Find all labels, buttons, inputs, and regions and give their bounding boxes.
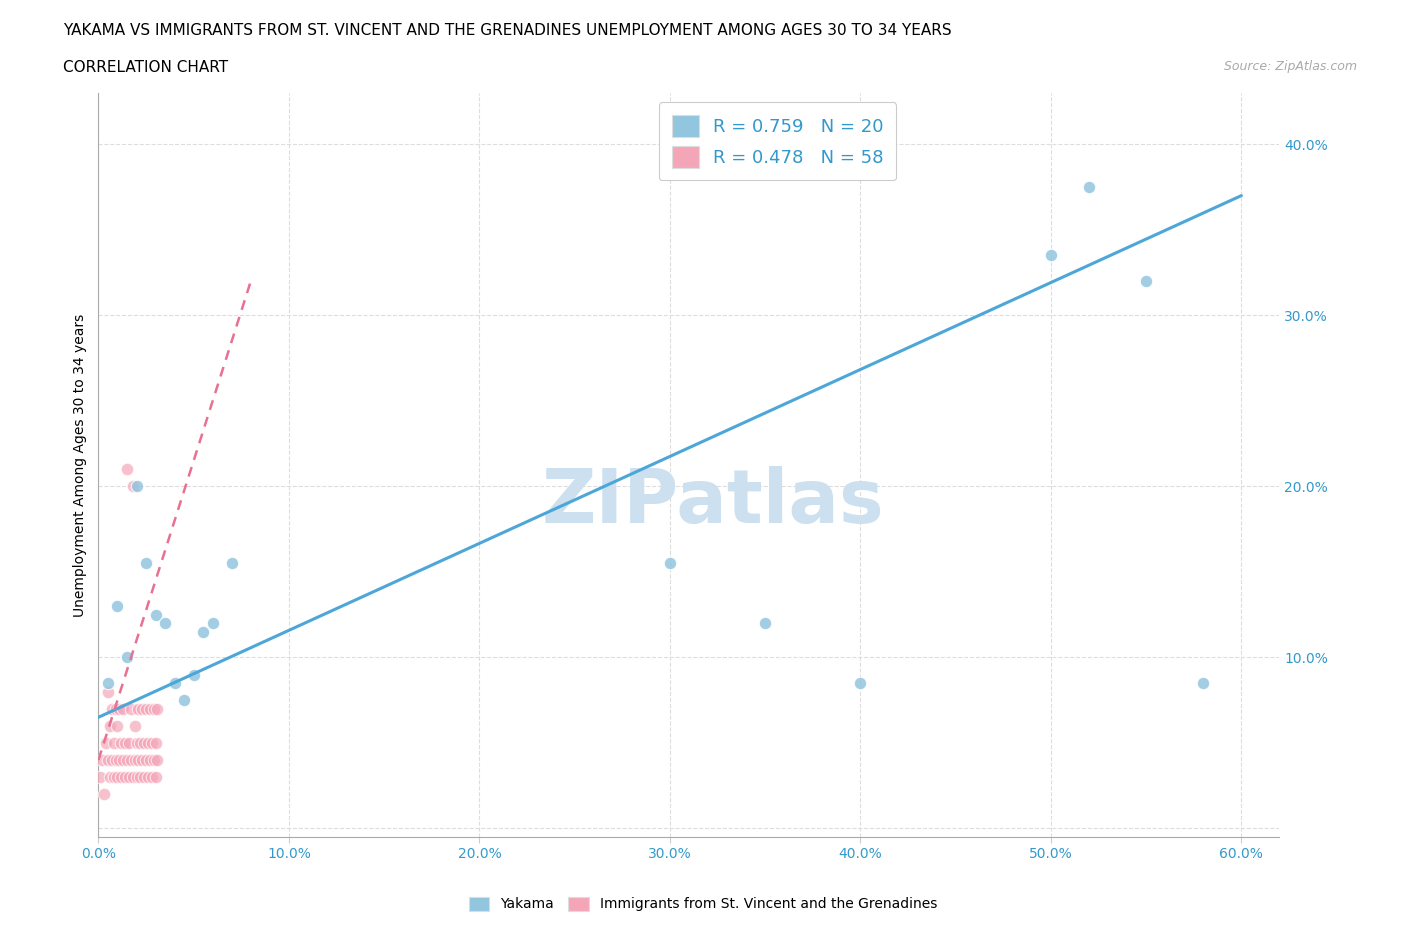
Point [115,462,138,477]
Point [124,718,146,733]
Point [135,701,157,716]
Point [100,701,122,716]
Point [145,736,167,751]
Point [104,752,127,767]
Point [93,787,115,802]
Point [146,752,169,767]
Point [98,718,121,733]
Point [134,736,156,751]
Point [139,701,162,716]
Text: YAKAMA VS IMMIGRANTS FROM ST. VINCENT AND THE GRENADINES UNEMPLOYMENT AMONG AGES: YAKAMA VS IMMIGRANTS FROM ST. VINCENT AN… [63,23,952,38]
Point [97,752,120,767]
Point [127,752,149,767]
Point [118,736,141,751]
Point [153,616,176,631]
Point [104,701,127,716]
Point [135,556,157,571]
Point [849,675,872,690]
Point [112,752,135,767]
Point [108,701,131,716]
Point [97,675,120,690]
Point [141,736,163,751]
Point [145,770,167,785]
Point [114,770,136,785]
Point [127,701,149,716]
Point [98,770,121,785]
Point [125,736,148,751]
Legend: R = 0.759   N = 20, R = 0.478   N = 58: R = 0.759 N = 20, R = 0.478 N = 58 [659,102,896,180]
Point [121,770,143,785]
Point [107,770,129,785]
Point [97,684,120,699]
Point [173,693,195,708]
Point [135,752,157,767]
Point [124,752,146,767]
Point [141,770,163,785]
Text: CORRELATION CHART: CORRELATION CHART [63,60,228,75]
Point [118,770,141,785]
Point [131,752,153,767]
Point [120,752,142,767]
Point [129,736,152,751]
Y-axis label: Unemployment Among Ages 30 to 34 years: Unemployment Among Ages 30 to 34 years [73,313,87,617]
Point [658,556,681,571]
Point [129,770,152,785]
Point [89,770,111,785]
Point [120,701,142,716]
Point [110,736,132,751]
Point [103,736,125,751]
Point [107,718,129,733]
Point [131,701,153,716]
Point [107,599,129,614]
Point [163,675,186,690]
Point [1135,273,1157,288]
Point [201,616,224,631]
Point [115,752,138,767]
Point [1192,675,1215,690]
Point [142,752,165,767]
Point [115,650,138,665]
Point [110,770,132,785]
Point [94,736,117,751]
Point [1039,248,1062,263]
Legend: Yakama, Immigrants from St. Vincent and the Grenadines: Yakama, Immigrants from St. Vincent and … [461,890,945,919]
Point [136,736,159,751]
Point [100,752,122,767]
Text: ZIPatlas: ZIPatlas [541,466,884,538]
Text: Source: ZipAtlas.com: Source: ZipAtlas.com [1223,60,1357,73]
Point [134,770,156,785]
Point [91,752,114,767]
Point [142,701,165,716]
Point [114,736,136,751]
Point [754,616,776,631]
Point [136,770,159,785]
Point [125,770,148,785]
Point [1078,179,1101,194]
Point [112,701,135,716]
Point [125,479,148,494]
Point [221,556,243,571]
Point [103,770,125,785]
Point [145,607,167,622]
Point [139,752,162,767]
Point [193,624,215,639]
Point [183,667,205,682]
Point [108,752,131,767]
Point [146,701,169,716]
Point [121,479,143,494]
